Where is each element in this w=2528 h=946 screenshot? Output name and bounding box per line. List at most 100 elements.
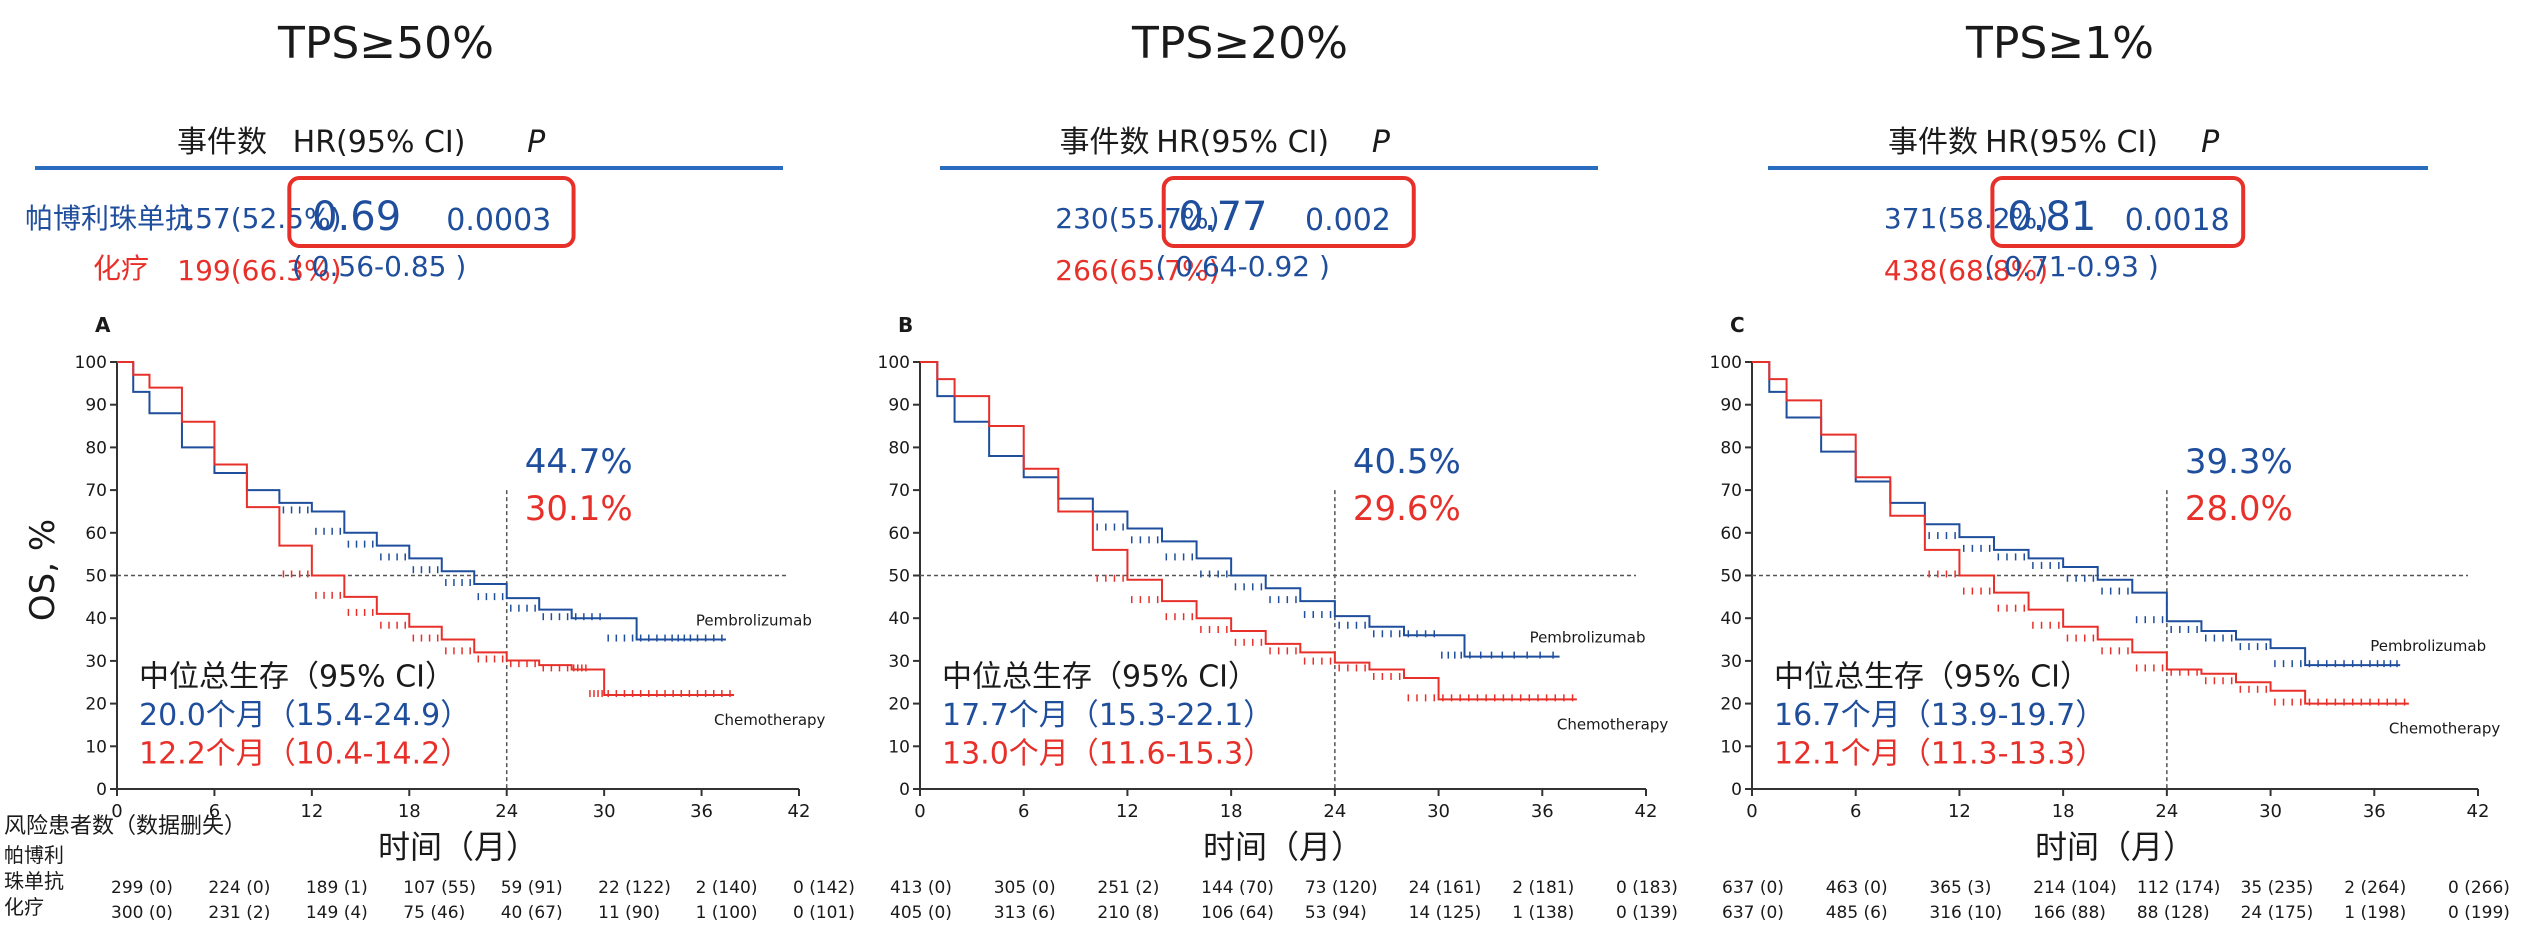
y-tick-label: 100 [878, 353, 910, 373]
y-tick-label: 30 [1720, 652, 1742, 672]
panel-title: TPS≥50% [277, 18, 494, 69]
y-tick-label: 60 [1720, 524, 1742, 544]
hr-ci: ( 0.56-0.85 ) [292, 250, 466, 283]
x-tick-label: 36 [690, 801, 713, 822]
median-os-chemo: 12.1个月（11.3-13.3） [1774, 736, 2105, 771]
risk-chemo-cell: 11 (90) [598, 903, 660, 923]
median-os-title: 中位总生存（95% CI） [942, 660, 1258, 695]
hr-highlight-box [1990, 176, 2246, 248]
y-tick-label: 60 [888, 524, 910, 544]
y-tick-label: 80 [888, 438, 910, 458]
x-tick-label: 18 [2052, 801, 2075, 822]
km-curve-pembrolizumab [920, 361, 1560, 658]
header-hr: HR(95% CI) [293, 125, 466, 160]
risk-pembro-cell: 35 (235) [2241, 878, 2314, 898]
risk-pembro-cell: 251 (2) [1097, 878, 1159, 898]
risk-pembro-cell: 24 (161) [1409, 878, 1482, 898]
risk-pembro-cell: 107 (55) [403, 878, 476, 898]
median-os-pembro: 17.7个月（15.3-22.1） [942, 698, 1273, 733]
x-tick-label: 12 [1948, 801, 1971, 822]
risk-chemo-cell: 88 (128) [2137, 903, 2210, 923]
curve-label-chemotherapy: Chemotherapy [714, 711, 825, 729]
x-tick-label: 30 [593, 801, 616, 822]
x-tick-label: 0 [914, 801, 925, 822]
header-hr: HR(95% CI) [1156, 125, 1329, 160]
km-curve-chemotherapy [1752, 361, 2409, 705]
p-value: 0.0003 [446, 203, 551, 238]
km-curve-chemotherapy [117, 361, 735, 697]
y-tick-label: 20 [888, 695, 910, 715]
risk-chemo-cell: 24 (175) [2241, 903, 2314, 923]
y-tick-label: 10 [85, 737, 107, 757]
risk-chemo-cell: 106 (64) [1201, 903, 1274, 923]
risk-pembro-cell: 73 (120) [1305, 878, 1378, 898]
panel-b: TPS≥20% 事件数 HR(95% CI) P 230(55.7%) 266(65.7%… [878, 18, 1678, 923]
risk-pembro-cell: 59 (91) [501, 878, 563, 898]
hr-value: 0.77 [1178, 194, 1267, 240]
x-tick-label: 12 [300, 801, 323, 822]
risk-pembro-cell: 0 (266) [2448, 878, 2510, 898]
y-tick-label: 70 [85, 481, 107, 501]
risk-chemo-cell: 485 (6) [1826, 903, 1888, 923]
risk-pembro-cell: 365 (3) [1929, 878, 1991, 898]
y-tick-label: 70 [888, 481, 910, 501]
risk-chemo-cell: 0 (199) [2448, 903, 2510, 923]
header-hr: HR(95% CI) [1985, 125, 2158, 160]
events-chemo: 438(68.8%) [1884, 254, 2048, 287]
x-tick-label: 36 [1531, 801, 1554, 822]
risk-pembro-cell: 305 (0) [994, 878, 1056, 898]
x-tick-label: 6 [209, 801, 220, 822]
y-tick-label: 0 [96, 780, 107, 800]
panel-title: TPS≥20% [1131, 18, 1348, 69]
risk-pembro-cell: 112 (174) [2137, 878, 2221, 898]
hr-highlight-box [1161, 176, 1416, 248]
x-tick-label: 42 [2467, 801, 2490, 822]
y-tick-label: 30 [85, 652, 107, 672]
risk-chemo-cell: 149 (4) [306, 903, 368, 923]
risk-pembro-cell: 299 (0) [111, 878, 173, 898]
risk-chemo-cell: 316 (10) [1929, 903, 2002, 923]
events-pembro: 371(58.2%) [1884, 202, 2048, 235]
row-label-pembro: 帕博利珠单抗 [25, 202, 193, 235]
y-tick-label: 10 [1720, 737, 1742, 757]
y-tick-label: 90 [1720, 396, 1742, 416]
y-tick-label: 100 [1710, 353, 1742, 373]
x-axis-label: 时间（月） [378, 828, 538, 866]
header-events: 事件数 [1060, 125, 1150, 160]
x-tick-label: 18 [398, 801, 421, 822]
panel-letter: A [95, 313, 111, 337]
median-os-title: 中位总生存（95% CI） [1774, 660, 2090, 695]
landmark-chemo-value: 29.6% [1353, 489, 1461, 529]
risk-pembro-cell: 2 (264) [2344, 878, 2406, 898]
x-tick-label: 12 [1116, 801, 1139, 822]
curve-label-chemotherapy: Chemotherapy [2389, 720, 2500, 738]
km-curve-pembrolizumab [117, 361, 726, 641]
y-axis-label: OS, % [23, 519, 63, 621]
x-tick-label: 24 [495, 801, 518, 822]
header-p: P [527, 125, 546, 160]
y-tick-label: 70 [1720, 481, 1742, 501]
risk-chemo-cell: 300 (0) [111, 903, 173, 923]
risk-chemo-cell: 0 (101) [793, 903, 855, 923]
median-os-chemo: 13.0个月（11.6-15.3） [942, 736, 1273, 771]
risk-pembro-cell: 22 (122) [598, 878, 671, 898]
y-tick-label: 10 [888, 737, 910, 757]
risk-chemo-cell: 1 (198) [2344, 903, 2406, 923]
events-pembro: 157(52.5%) [177, 202, 341, 235]
risk-chemo-cell: 637 (0) [1722, 903, 1784, 923]
y-tick-label: 0 [899, 780, 910, 800]
median-os-pembro: 16.7个月（13.9-19.7） [1774, 698, 2105, 733]
y-tick-label: 20 [1720, 695, 1742, 715]
landmark-pembro-value: 39.3% [2185, 442, 2293, 482]
landmark-chemo-value: 30.1% [525, 489, 633, 529]
y-tick-label: 30 [888, 652, 910, 672]
curve-label-pembrolizumab: Pembrolizumab [2370, 637, 2486, 655]
risk-chemo-cell: 14 (125) [1409, 903, 1482, 923]
risk-pembro-cell: 0 (142) [793, 878, 855, 898]
header-events: 事件数 [1888, 125, 1978, 160]
km-curve-pembrolizumab [1752, 361, 2401, 667]
events-pembro: 230(55.7%) [1055, 202, 1219, 235]
panel-letter: B [898, 313, 913, 337]
landmark-pembro-value: 44.7% [525, 442, 633, 482]
